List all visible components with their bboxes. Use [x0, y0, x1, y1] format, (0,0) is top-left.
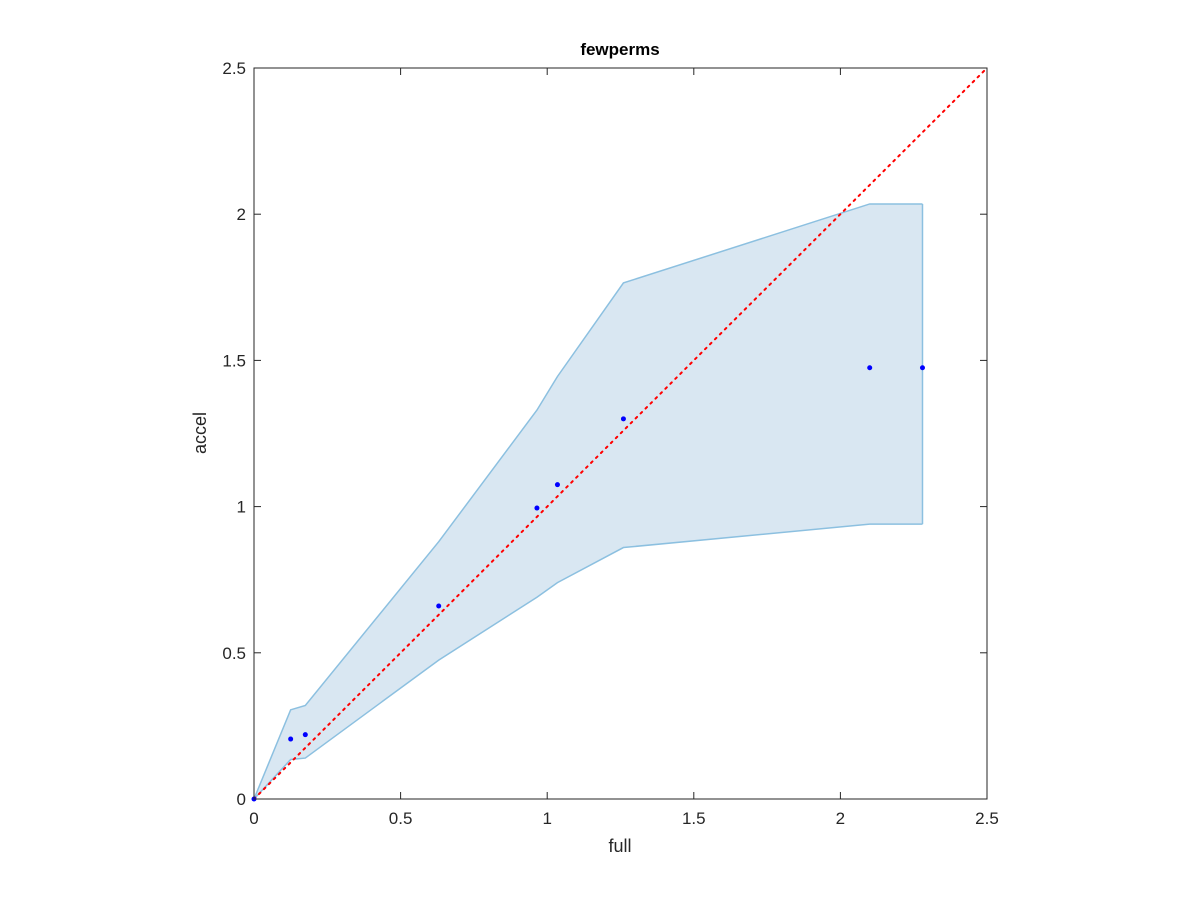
data-point — [554, 482, 560, 488]
y-tick-label: 0 — [237, 790, 246, 809]
data-point — [436, 603, 442, 609]
y-tick-label: 1 — [237, 498, 246, 517]
data-point — [919, 365, 925, 371]
data-point — [867, 365, 873, 371]
x-tick-label: 2.5 — [975, 809, 999, 828]
x-tick-label: 2 — [836, 809, 845, 828]
reference-line — [253, 67, 988, 800]
band-lower-line — [253, 523, 923, 800]
x-tick-label: 0.5 — [389, 809, 413, 828]
data-point — [302, 732, 308, 738]
data-point — [288, 736, 294, 742]
confidence-band — [253, 203, 924, 800]
y-axis-label: accel — [190, 412, 210, 454]
data-point — [534, 505, 540, 511]
data-point — [620, 416, 626, 422]
y-tick-label: 2.5 — [222, 59, 246, 78]
chart-title: fewperms — [580, 40, 659, 59]
band-upper-line — [253, 203, 923, 800]
axis-ticks: 0 0.5 1 1.5 2 2.5 0 0.5 1 1.5 2 2.5 — [222, 59, 998, 828]
data-points — [251, 365, 925, 802]
y-tick-label: 0.5 — [222, 644, 246, 663]
y-tick-label: 1.5 — [222, 351, 246, 370]
x-tick-label: 1 — [542, 809, 551, 828]
x-axis-label: full — [608, 836, 631, 856]
x-tick-label: 1.5 — [682, 809, 706, 828]
y-tick-label: 2 — [237, 205, 246, 224]
identity-line — [253, 67, 988, 800]
x-tick-label: 0 — [249, 809, 258, 828]
axes-box — [253, 67, 988, 800]
band-fill — [254, 203, 923, 799]
